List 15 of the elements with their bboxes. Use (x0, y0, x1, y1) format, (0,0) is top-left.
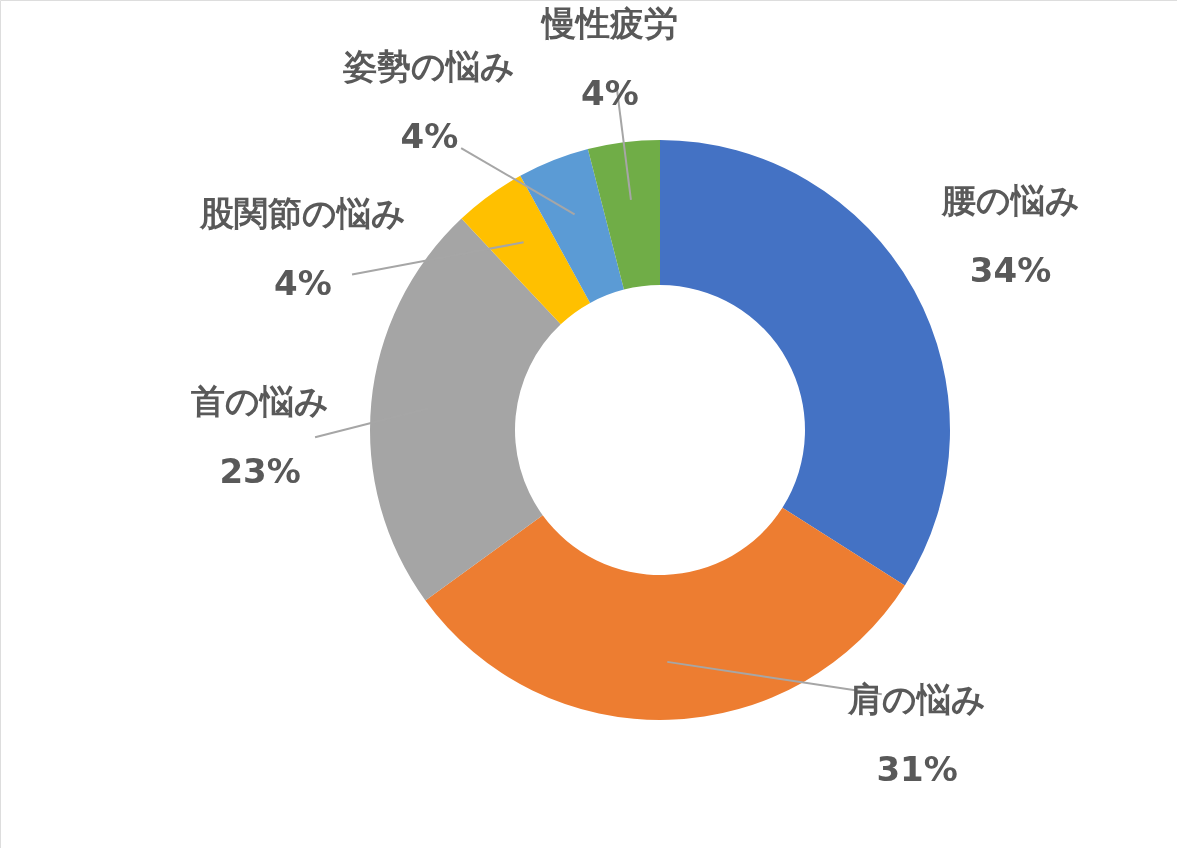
slice-label: 首の悩み (191, 381, 330, 422)
data-label: 31% (876, 749, 958, 790)
data-label: 34% (969, 250, 1052, 291)
donut-slice (461, 175, 591, 325)
slice-label: 股関節の悩み (198, 192, 406, 233)
data-label: 23% (219, 451, 301, 492)
slice-label: 姿勢の悩み (342, 46, 516, 87)
data-label: 4% (274, 262, 332, 303)
data-label: 4% (581, 73, 639, 113)
data-label: 4% (400, 116, 459, 157)
slice-label: 腰の悩み (940, 180, 1080, 221)
slice-label: 肩の悩み (847, 679, 987, 720)
slice-label: 慢性疲労 (539, 3, 678, 43)
donut-slice (587, 140, 660, 290)
donut-slice (520, 149, 624, 303)
